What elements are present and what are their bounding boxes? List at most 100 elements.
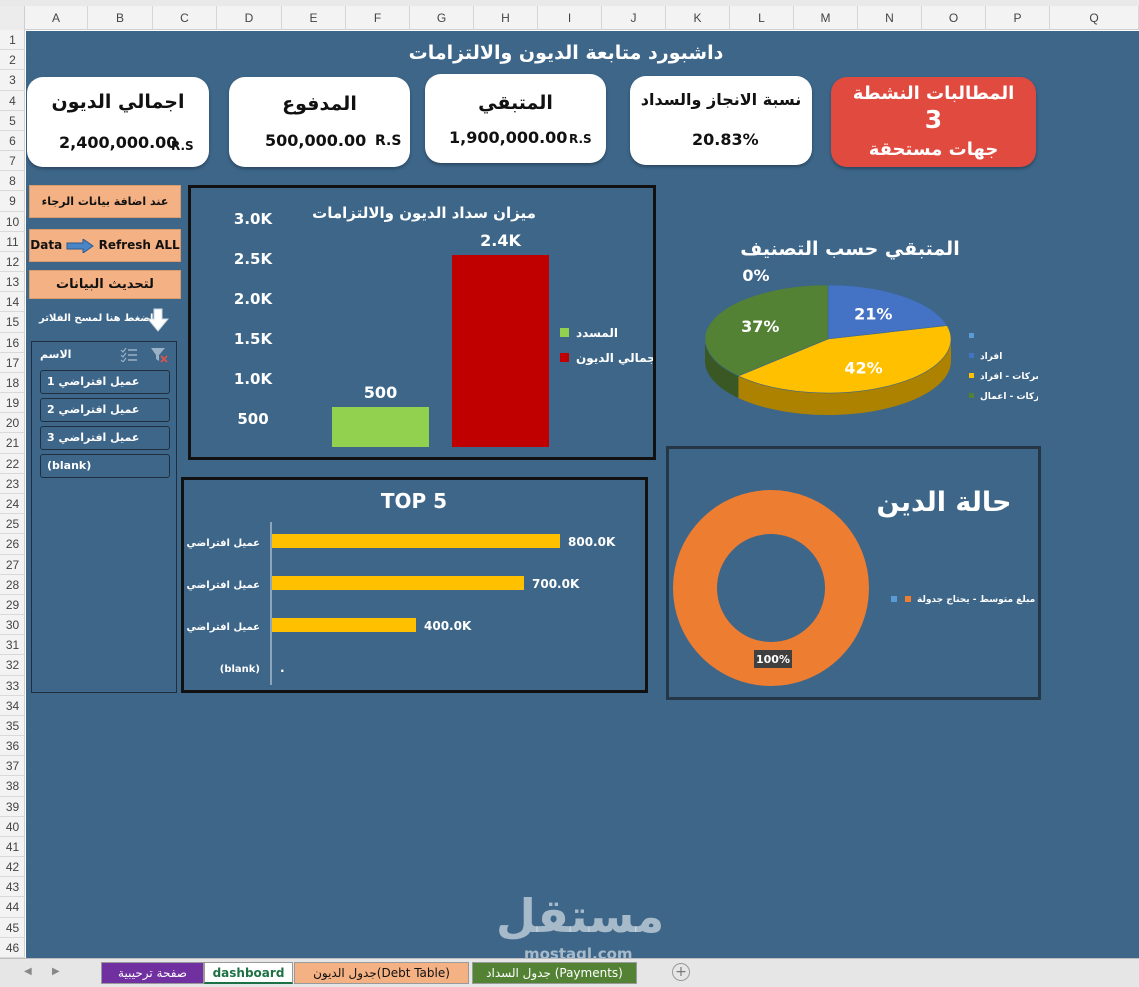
row-header-28[interactable]: 28 [0, 575, 25, 595]
row-header-2[interactable]: 2 [0, 50, 25, 71]
slicer-item[interactable]: (blank) [40, 454, 170, 478]
row-header-9[interactable]: 9 [0, 191, 25, 212]
row-header-8[interactable]: 8 [0, 171, 25, 192]
pie-data-label: 37% [741, 317, 779, 336]
column-header-i[interactable]: I [538, 6, 602, 30]
column-header-d[interactable]: D [217, 6, 282, 30]
row-header-13[interactable]: 13 [0, 272, 25, 293]
pie-title: المتبقي حسب التصنيف [740, 238, 959, 260]
update-data-button[interactable]: لتحديث البيانات [29, 270, 181, 299]
column-header-n[interactable]: N [858, 6, 922, 30]
row-header-14[interactable]: 14 [0, 292, 25, 313]
add-sheet-icon[interactable]: + [672, 963, 690, 981]
clear-filter-icon[interactable] [150, 347, 168, 363]
row-header-42[interactable]: 42 [0, 857, 25, 878]
row-header-10[interactable]: 10 [0, 212, 25, 232]
row-header-40[interactable]: 40 [0, 817, 25, 837]
refresh-all-button[interactable]: Data Refresh ALL [29, 229, 181, 262]
clear-filter-note[interactable]: اضغط هنا لمسح الفلاتر [34, 308, 174, 333]
debt-status-donut-chart: حالة الدين 100% مبلغ متوسط - يحتاج جدولة [673, 487, 1035, 686]
tab-scroll-right-icon[interactable]: ▶ [52, 966, 60, 977]
kpi-active-claims-sub: جهات مستحقة [868, 139, 999, 160]
column-header-q[interactable]: Q [1050, 6, 1139, 30]
column-header-f[interactable]: F [346, 6, 410, 30]
multi-select-icon[interactable] [120, 348, 138, 362]
tab-payments[interactable]: جدول السداد (Payments) [472, 962, 637, 984]
row-header-22[interactable]: 22 [0, 454, 25, 474]
kpi-completion-value: 20.83% [692, 130, 759, 149]
row-header-27[interactable]: 27 [0, 555, 25, 575]
row-header-43[interactable]: 43 [0, 877, 25, 898]
column-header-k[interactable]: K [666, 6, 730, 30]
arrow-down-icon [146, 308, 170, 332]
top5-bar [272, 534, 560, 548]
tab-welcome[interactable]: صفحة ترحيبية [101, 962, 204, 984]
row-header-19[interactable]: 19 [0, 393, 25, 414]
row-header-3[interactable]: 3 [0, 70, 25, 91]
slicer-item[interactable]: عميل افتراضي 1 [40, 370, 170, 394]
row-header-30[interactable]: 30 [0, 615, 25, 636]
column-header-h[interactable]: H [474, 6, 538, 30]
column-header-l[interactable]: L [730, 6, 794, 30]
column-header-e[interactable]: E [282, 6, 346, 30]
row-header-17[interactable]: 17 [0, 353, 25, 373]
column-header-j[interactable]: J [602, 6, 666, 30]
column-header-g[interactable]: G [410, 6, 474, 30]
column-header-p[interactable]: P [986, 6, 1050, 30]
row-header-35[interactable]: 35 [0, 716, 25, 737]
column-header-o[interactable]: O [922, 6, 986, 30]
row-header-1[interactable]: 1 [0, 30, 25, 51]
row-header-37[interactable]: 37 [0, 756, 25, 777]
row-header-23[interactable]: 23 [0, 474, 25, 494]
column-header-c[interactable]: C [153, 6, 217, 30]
row-header-39[interactable]: 39 [0, 797, 25, 817]
slicer-item[interactable]: عميل افتراضي 2 [40, 398, 170, 422]
slicer-item[interactable]: عميل افتراضي 3 [40, 426, 170, 450]
column-header-a[interactable]: A [25, 6, 88, 30]
row-header-24[interactable]: 24 [0, 494, 25, 515]
row-header-32[interactable]: 32 [0, 655, 25, 676]
column-header-b[interactable]: B [88, 6, 153, 30]
row-header-11[interactable]: 11 [0, 232, 25, 252]
row-header-34[interactable]: 34 [0, 696, 25, 716]
row-header-6[interactable]: 6 [0, 131, 25, 152]
row-header-12[interactable]: 12 [0, 252, 25, 273]
row-header-7[interactable]: 7 [0, 151, 25, 172]
row-header-25[interactable]: 25 [0, 514, 25, 535]
add-data-note-text: عند اضافة بيانات الرجاء [41, 195, 169, 208]
row-header-26[interactable]: 26 [0, 534, 25, 555]
select-all-corner[interactable] [0, 6, 25, 30]
row-header-44[interactable]: 44 [0, 897, 25, 918]
bar-legend-swatch [560, 353, 569, 362]
row-header-15[interactable]: 15 [0, 312, 25, 333]
row-header-29[interactable]: 29 [0, 595, 25, 616]
row-header-5[interactable]: 5 [0, 111, 25, 131]
top5-data-label: 800.0K [568, 535, 616, 549]
row-header-18[interactable]: 18 [0, 373, 25, 394]
bar-y-tick: 2.5K [234, 250, 274, 268]
row-header-20[interactable]: 20 [0, 413, 25, 434]
tab-debt-table[interactable]: جدول الديون(Debt Table) [294, 962, 469, 984]
row-header-16[interactable]: 16 [0, 333, 25, 353]
tab-dashboard[interactable]: dashboard [204, 962, 293, 984]
kpi-remaining: المتبقي 1,900,000.00 R.S [425, 74, 606, 163]
tab-scroll-left-icon[interactable]: ◀ [24, 966, 32, 977]
row-header-41[interactable]: 41 [0, 837, 25, 858]
row-header-33[interactable]: 33 [0, 676, 25, 696]
top5-category-label: عميل افتراضي 2 [184, 538, 260, 549]
pie-legend-label: شركات - افراد [980, 372, 1038, 382]
watermark-sub: mostaql.com [524, 945, 633, 958]
pie-slice [737, 325, 952, 394]
row-header-46[interactable]: 46 [0, 938, 25, 958]
row-header-21[interactable]: 21 [0, 433, 25, 454]
row-header-31[interactable]: 31 [0, 635, 25, 656]
donut-slice [673, 490, 869, 686]
row-header-36[interactable]: 36 [0, 736, 25, 757]
pie-legend-label: افراد [980, 352, 1002, 362]
row-header-45[interactable]: 45 [0, 918, 25, 938]
row-header-38[interactable]: 38 [0, 776, 25, 797]
column-header-m[interactable]: M [794, 6, 858, 30]
top-strip [0, 0, 1139, 6]
row-header-4[interactable]: 4 [0, 91, 25, 111]
